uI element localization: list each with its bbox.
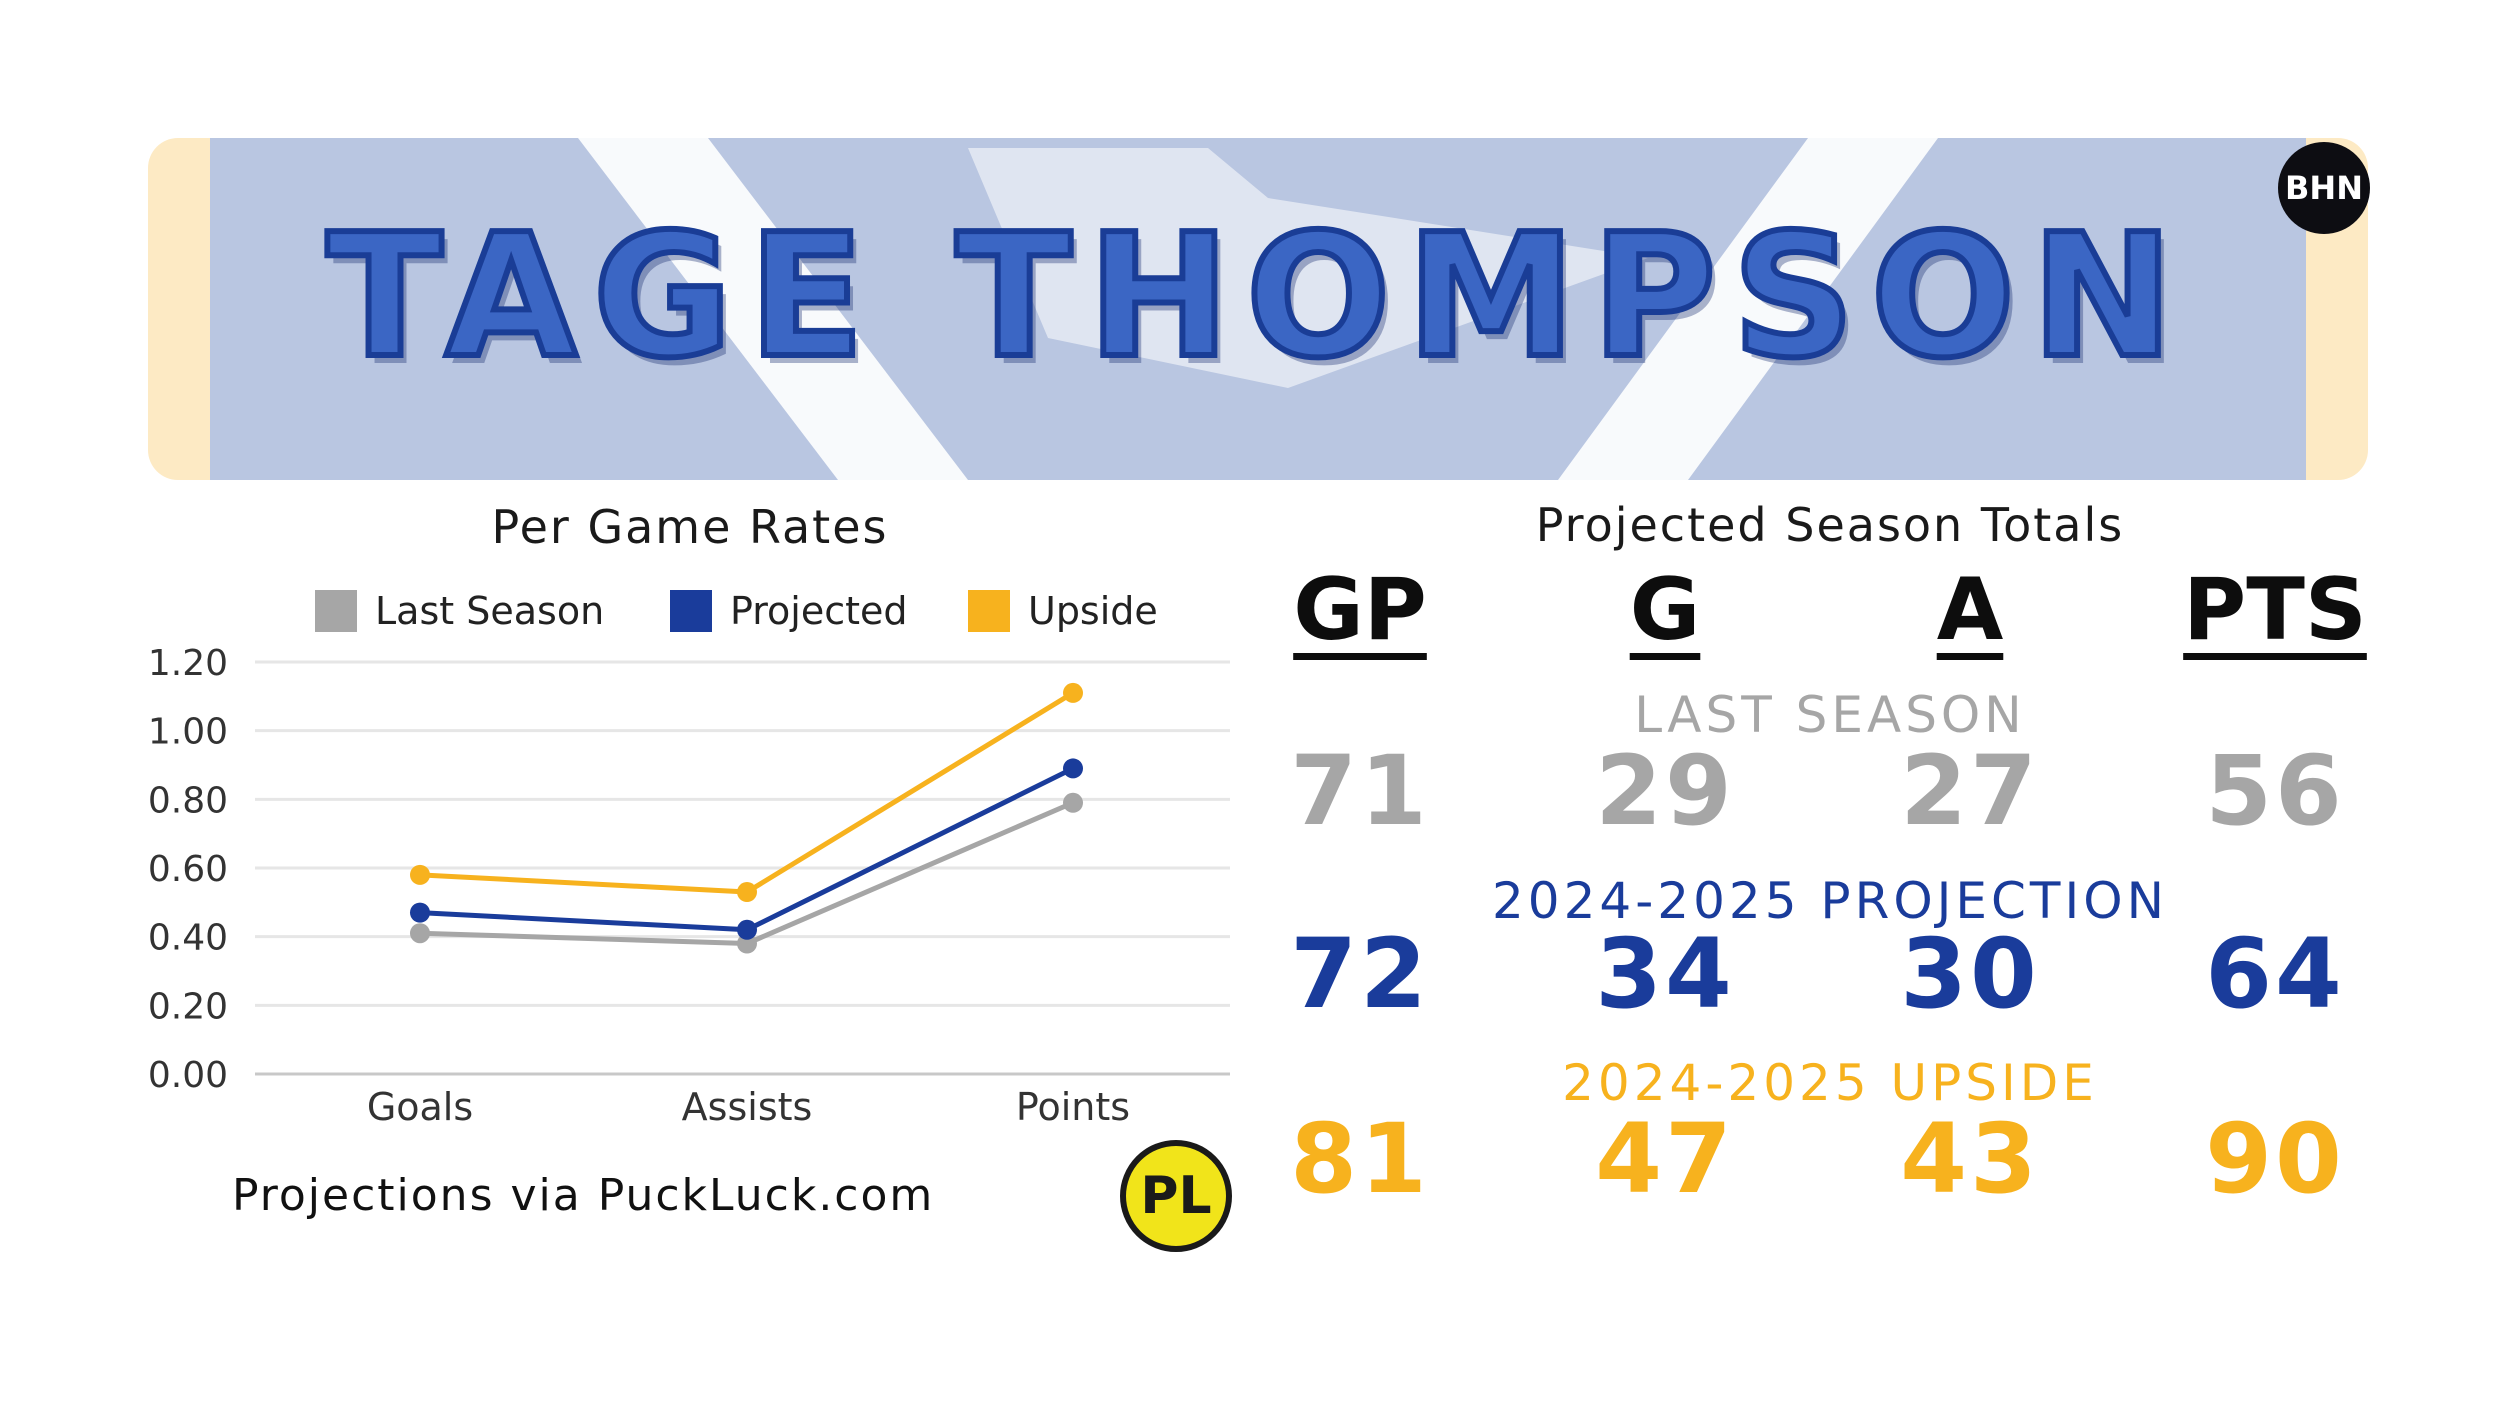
upside-pts: 90 [2205, 1103, 2345, 1215]
chart-title: Per Game Rates [491, 500, 889, 554]
y-tick-label: 0.20 [148, 986, 228, 1027]
y-tick-label: 0.60 [148, 849, 228, 890]
y-tick-label: 0.80 [148, 780, 228, 821]
totals-title: Projected Season Totals [1535, 498, 2125, 552]
y-tick-label: 1.00 [148, 712, 228, 753]
upside-g: 47 [1595, 1103, 1735, 1215]
y-tick-label: 1.20 [148, 643, 228, 684]
projection-a: 30 [1900, 918, 2040, 1030]
data-point-last-season-assists [737, 933, 757, 954]
data-point-projected-points [1063, 758, 1083, 779]
data-point-upside-goals [410, 864, 430, 885]
y-tick-label: 0.40 [148, 918, 228, 959]
projection-gp: 72 [1290, 918, 1430, 1030]
data-point-upside-points [1063, 682, 1083, 703]
projection-g: 34 [1595, 918, 1735, 1030]
last-season-g: 29 [1595, 735, 1735, 847]
data-point-last-season-goals [410, 923, 430, 944]
row-label-upside: 2024-2025 UPSIDE [1562, 1054, 2098, 1112]
player-banner: TAGE THOMPSON [148, 138, 2368, 480]
x-tick-label-points: Points [1016, 1085, 1130, 1129]
column-header-a: A [1936, 560, 2004, 660]
x-tick-label-assists: Assists [682, 1085, 813, 1129]
last-season-gp: 71 [1290, 735, 1430, 847]
legend-swatch-last-season [315, 590, 357, 632]
data-point-upside-assists [737, 882, 757, 903]
data-point-projected-assists [737, 919, 757, 940]
per-game-rates-chart: Last Season Projected Upside 0.00 0.20 0.40 0.… [148, 589, 1230, 1129]
bhn-logo-text: BHN [2285, 169, 2363, 207]
projections-credit: Projections via PuckLuck.com [232, 1170, 935, 1221]
legend-label-upside: Upside [1028, 589, 1158, 633]
upside-a: 43 [1900, 1103, 2040, 1215]
y-tick-label: 0.00 [148, 1055, 228, 1096]
last-season-a: 27 [1900, 735, 2040, 847]
legend-label-last-season: Last Season [375, 589, 604, 633]
data-point-last-season-points [1063, 792, 1083, 813]
x-tick-label-goals: Goals [367, 1085, 473, 1129]
column-header-g: G [1629, 560, 1701, 660]
banner-background [148, 138, 2368, 480]
puckluck-logo: PL [1120, 1140, 1232, 1252]
legend-swatch-projected [670, 590, 712, 632]
series-line-projected [419, 766, 1075, 933]
row-label-last-season: LAST SEASON [1634, 686, 2026, 744]
column-header-gp: GP [1293, 560, 1427, 660]
series-line-upside [419, 690, 1075, 895]
legend-swatch-upside [968, 590, 1010, 632]
data-point-projected-goals [410, 902, 430, 923]
projection-pts: 64 [2205, 918, 2345, 1030]
upside-gp: 81 [1290, 1103, 1430, 1215]
player-name: TAGE THOMPSON [324, 195, 2190, 399]
legend-label-projected: Projected [730, 589, 908, 633]
puckluck-logo-text: PL [1140, 1166, 1212, 1226]
last-season-pts: 56 [2205, 735, 2345, 847]
column-header-pts: PTS [2183, 560, 2367, 660]
bhn-logo: BHN [2278, 142, 2370, 234]
row-label-projection: 2024-2025 PROJECTION [1492, 872, 2168, 930]
